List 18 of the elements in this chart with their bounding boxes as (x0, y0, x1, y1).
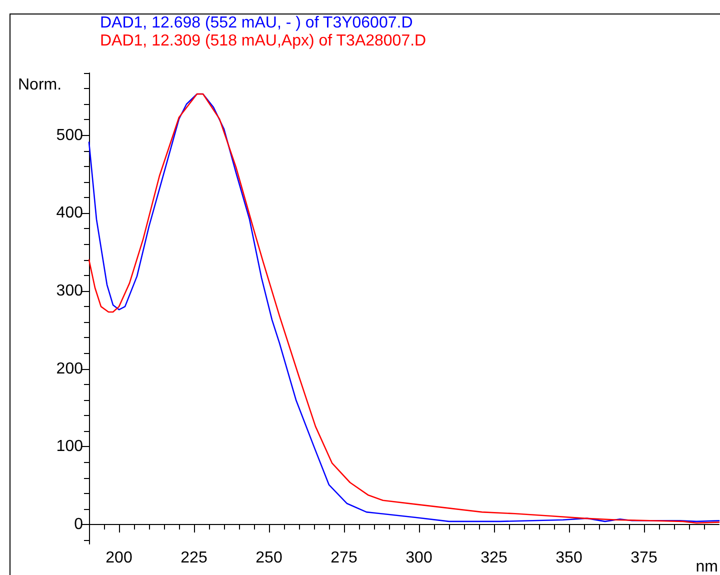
text: DAD1, 12.698 (552 mAU, - ) of T3Y06007.D (100, 14, 413, 32)
y-tick-label: 200 (56, 360, 84, 378)
x-tick-label: 225 (180, 550, 208, 566)
x-tick-label: 250 (256, 550, 282, 566)
y-tick-label: 300 (56, 282, 84, 300)
y-tick-label: 500 (56, 126, 84, 144)
x-tick-label: 300 (406, 550, 432, 566)
x-tick-label: 375 (630, 550, 658, 566)
x-tick-label: 350 (556, 550, 582, 566)
x-axis-title: nm (696, 558, 718, 575)
y-tick-label: 0 (74, 516, 84, 534)
text: DAD1, 12.309 (518 mAU,Apx) of T3A28007.D (100, 32, 426, 50)
y-tick-label: 400 (56, 204, 84, 222)
y-axis-title: Norm. (18, 76, 62, 94)
x-tick-label: 200 (106, 550, 132, 566)
x-tick-label: 325 (480, 550, 508, 566)
y-tick-label: 100 (56, 438, 84, 456)
x-tick-label: 275 (330, 550, 358, 566)
